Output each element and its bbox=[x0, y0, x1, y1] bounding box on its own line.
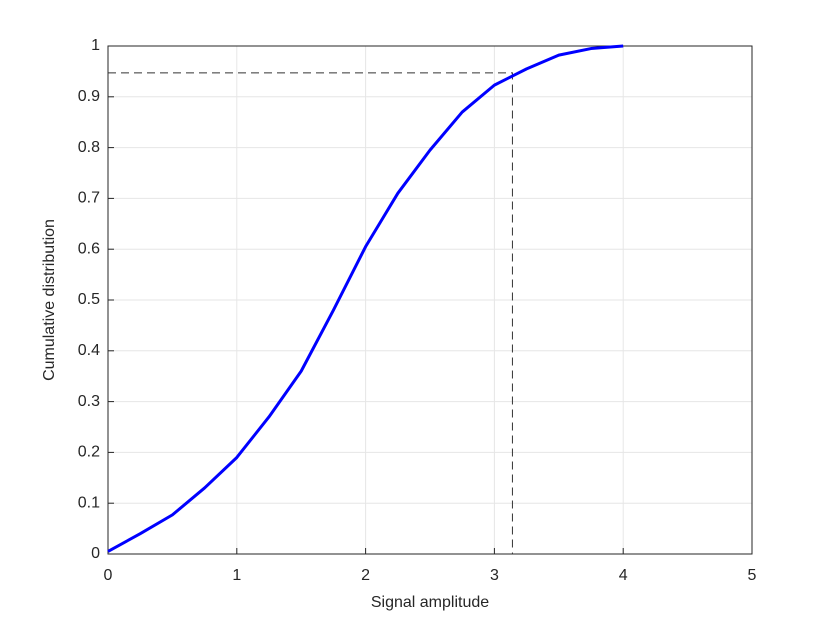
x-tick-label: 0 bbox=[104, 567, 113, 584]
y-tick-label: 0.4 bbox=[78, 342, 100, 359]
y-tick-label: 0.9 bbox=[78, 88, 100, 105]
axes-box bbox=[107, 45, 753, 555]
data-line bbox=[107, 44, 624, 553]
y-tick-label: 1 bbox=[91, 37, 100, 54]
y-tick-label: 0.1 bbox=[78, 494, 100, 511]
x-tick-label: 1 bbox=[232, 567, 241, 584]
y-tick-label: 0.5 bbox=[78, 291, 100, 308]
reference-line bbox=[108, 72, 513, 554]
x-tick-label: 2 bbox=[361, 567, 370, 584]
y-tick-label: 0.7 bbox=[78, 190, 100, 207]
y-tick-label: 0.6 bbox=[78, 240, 100, 257]
y-tick-label: 0 bbox=[91, 545, 100, 562]
y-tick-label: 0.2 bbox=[78, 444, 100, 461]
x-tick-label: 3 bbox=[490, 567, 499, 584]
y-tick-label: 0.3 bbox=[78, 393, 100, 410]
x-tick-label: 5 bbox=[748, 567, 757, 584]
y-axis-label: Cumulative distribution bbox=[41, 219, 58, 381]
x-axis-label: Signal amplitude bbox=[371, 594, 489, 611]
y-tick-label: 0.8 bbox=[78, 139, 100, 156]
x-tick-label: 4 bbox=[619, 567, 628, 584]
